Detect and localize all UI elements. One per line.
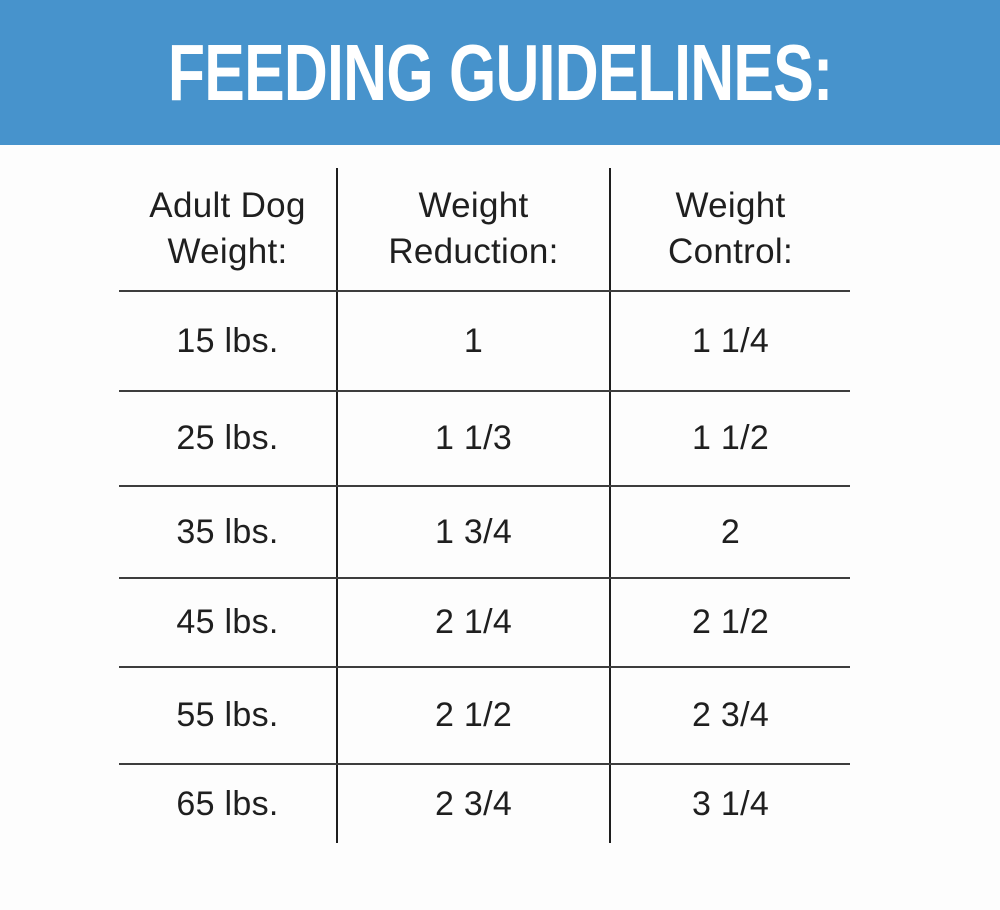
cell-reduction: 2 3/4	[336, 765, 611, 843]
cell-control: 2 3/4	[691, 696, 770, 734]
cell-weight: 25 lbs.	[176, 419, 279, 457]
table-row: 55 lbs. 2 1/2 2 3/4	[119, 666, 850, 763]
cell-reduction: 1 3/4	[336, 487, 611, 577]
cell-weight: 65 lbs.	[176, 784, 279, 823]
cell-control: 1 1/2	[691, 419, 770, 457]
cell-control: 2 1/2	[691, 603, 770, 641]
cell-weight: 15 lbs.	[176, 321, 279, 360]
title-banner: FEEDING GUIDELINES:	[0, 0, 1000, 145]
cell-reduction: 1 1/3	[336, 392, 611, 485]
feeding-guidelines-table: Adult Dog Weight: Weight Reduction: Weig…	[119, 168, 850, 843]
header-adult-dog-weight: Adult Dog Weight:	[149, 185, 306, 271]
table-row: 25 lbs. 1 1/3 1 1/2	[119, 390, 850, 485]
table-row: 15 lbs. 1 1 1/4	[119, 290, 850, 390]
cell-weight: 55 lbs.	[176, 696, 279, 734]
cell-control: 2	[720, 512, 741, 551]
cell-weight: 45 lbs.	[176, 603, 279, 641]
header-weight-control: Weight Control:	[668, 185, 793, 271]
page-title: FEEDING GUIDELINES:	[167, 27, 833, 117]
cell-reduction: 2 1/4	[336, 579, 611, 666]
header-weight-reduction: Weight Reduction:	[336, 168, 611, 290]
table-row: 45 lbs. 2 1/4 2 1/2	[119, 577, 850, 666]
cell-control: 1 1/4	[691, 321, 770, 360]
table-header-row: Adult Dog Weight: Weight Reduction: Weig…	[119, 168, 850, 290]
table-row: 35 lbs. 1 3/4 2	[119, 485, 850, 577]
cell-control: 3 1/4	[691, 784, 770, 823]
cell-reduction: 1	[336, 292, 611, 390]
cell-weight: 35 lbs.	[176, 512, 279, 551]
table-row: 65 lbs. 2 3/4 3 1/4	[119, 763, 850, 843]
cell-reduction: 2 1/2	[336, 668, 611, 763]
